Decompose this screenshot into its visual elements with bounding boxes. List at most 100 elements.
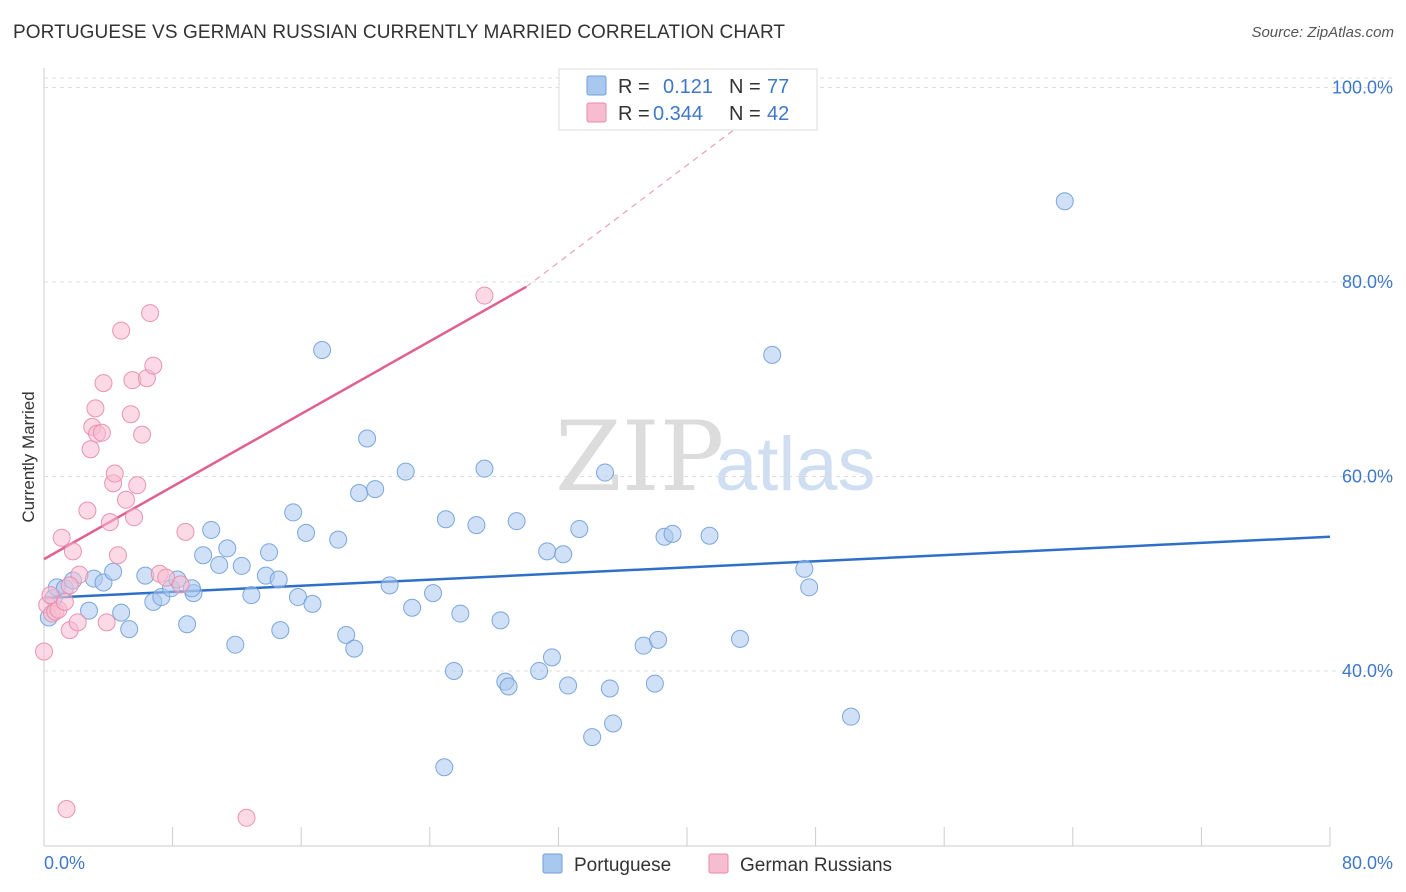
watermark-zip: ZIP xyxy=(555,401,724,513)
point-german-russians xyxy=(171,575,190,594)
point-german-russians xyxy=(144,356,163,375)
bottom-legend-swatch-portuguese xyxy=(542,853,563,874)
point-german-russians xyxy=(108,546,127,565)
point-portuguese xyxy=(435,758,454,777)
point-portuguese xyxy=(499,677,518,696)
trend-line-german-russians xyxy=(43,285,527,561)
point-portuguese xyxy=(120,620,139,639)
point-portuguese xyxy=(841,707,860,726)
y-tick-labels: 40.0% 60.0% 80.0% 100.0% xyxy=(1332,77,1393,681)
point-portuguese xyxy=(345,639,364,658)
legend-r-label-2: R = xyxy=(618,103,650,125)
point-portuguese xyxy=(288,588,307,607)
point-portuguese xyxy=(218,539,237,558)
point-portuguese xyxy=(104,562,123,581)
point-portuguese xyxy=(194,546,213,565)
legend-swatch-portuguese xyxy=(586,75,607,96)
point-german-russians xyxy=(68,613,87,632)
point-portuguese xyxy=(329,530,348,549)
point-portuguese xyxy=(424,584,443,603)
point-portuguese xyxy=(178,615,197,634)
chart-title: PORTUGUESE VS GERMAN RUSSIAN CURRENTLY M… xyxy=(13,22,786,43)
point-portuguese xyxy=(600,679,619,698)
point-portuguese xyxy=(570,519,589,538)
point-portuguese xyxy=(731,629,750,648)
point-portuguese xyxy=(210,555,229,574)
legend-swatch-german-russians xyxy=(586,102,607,123)
point-portuguese xyxy=(559,676,578,695)
point-german-russians xyxy=(112,321,131,340)
point-german-russians xyxy=(105,464,124,483)
point-portuguese xyxy=(80,601,99,620)
point-german-russians xyxy=(475,286,494,305)
y-tick-label: 40.0% xyxy=(1342,661,1393,681)
point-german-russians xyxy=(100,513,119,532)
gridlines xyxy=(44,77,1392,672)
point-portuguese xyxy=(350,483,369,502)
point-portuguese xyxy=(663,524,682,543)
point-portuguese xyxy=(202,520,221,539)
point-portuguese xyxy=(583,728,602,747)
point-german-russians xyxy=(63,542,82,561)
x-tick-label-min: 0.0% xyxy=(44,853,85,873)
legend: R = 0.121 N = 77 R = 0.344 N = 42 xyxy=(558,68,818,131)
point-portuguese xyxy=(358,429,377,448)
point-portuguese xyxy=(313,341,332,360)
legend-r-value-1: 0.121 xyxy=(663,76,713,98)
point-portuguese xyxy=(269,570,288,589)
source-credit: Source: ZipAtlas.com xyxy=(1251,24,1394,41)
point-portuguese xyxy=(530,661,549,680)
point-german-russians xyxy=(52,528,71,547)
point-portuguese xyxy=(112,603,131,622)
point-portuguese xyxy=(763,345,782,364)
point-portuguese xyxy=(403,598,422,617)
point-portuguese xyxy=(800,578,819,597)
point-portuguese xyxy=(232,556,251,575)
point-german-russians xyxy=(141,304,160,323)
point-portuguese xyxy=(242,586,261,605)
bottom-legend-label-portuguese: Portuguese xyxy=(574,855,671,876)
point-german-russians xyxy=(97,613,116,632)
data-points xyxy=(35,192,1074,827)
bottom-legend: Portuguese German Russians xyxy=(542,853,892,876)
point-german-russians xyxy=(237,808,256,827)
point-portuguese xyxy=(542,648,561,667)
bottom-legend-swatch-german-russians xyxy=(708,853,729,874)
point-portuguese xyxy=(795,559,814,578)
point-german-russians xyxy=(157,568,176,587)
point-portuguese xyxy=(366,480,385,499)
point-german-russians xyxy=(128,476,147,495)
point-portuguese xyxy=(271,621,290,640)
point-portuguese xyxy=(491,611,510,630)
point-german-russians xyxy=(81,440,100,459)
point-german-russians xyxy=(176,522,195,541)
point-german-russians xyxy=(86,399,105,418)
point-portuguese xyxy=(396,462,415,481)
point-portuguese xyxy=(380,576,399,595)
point-german-russians xyxy=(78,501,97,520)
trend-line-portuguese xyxy=(43,535,1331,600)
point-portuguese xyxy=(467,516,486,535)
y-axis-label: Currently Married xyxy=(19,391,38,522)
point-portuguese xyxy=(284,503,303,522)
x-ticks xyxy=(43,827,1331,846)
point-portuguese xyxy=(649,630,668,649)
point-portuguese xyxy=(1055,192,1074,211)
legend-r-label-1: R = xyxy=(618,76,650,98)
point-portuguese xyxy=(645,674,664,693)
point-portuguese xyxy=(596,463,615,482)
point-german-russians xyxy=(60,576,79,595)
point-german-russians xyxy=(35,642,53,661)
legend-n-value-1: 77 xyxy=(767,76,789,98)
bottom-legend-label-german-russians: German Russians xyxy=(740,855,892,876)
point-portuguese xyxy=(303,594,322,613)
point-portuguese xyxy=(604,714,623,733)
point-portuguese xyxy=(507,512,526,531)
point-portuguese xyxy=(451,604,470,623)
point-portuguese xyxy=(475,459,494,478)
point-portuguese xyxy=(337,625,356,644)
point-portuguese xyxy=(700,526,719,545)
point-portuguese xyxy=(554,545,573,564)
point-german-russians xyxy=(121,405,140,424)
